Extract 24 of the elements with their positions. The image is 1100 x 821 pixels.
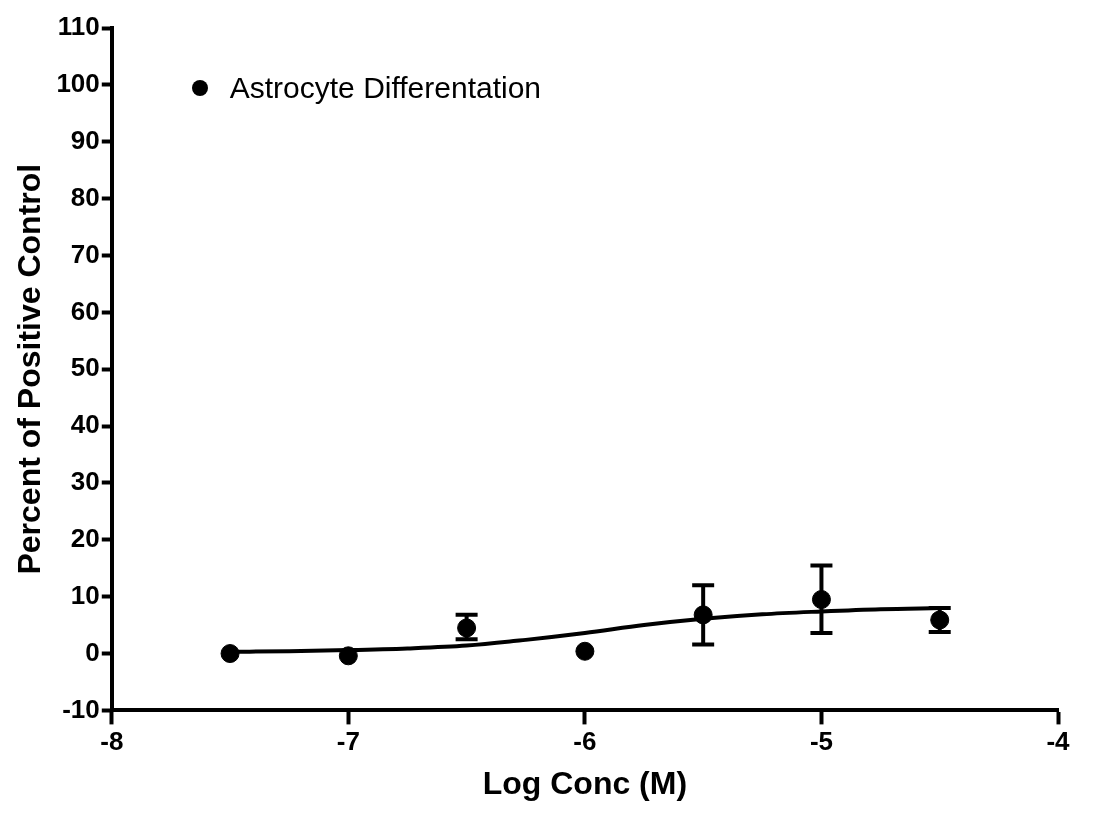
y-tick-label: 110: [57, 11, 100, 42]
y-tick-label: 0: [85, 636, 100, 667]
y-tick-label: 30: [70, 466, 100, 497]
x-tick-label: -7: [336, 726, 360, 757]
y-tick-label: 100: [56, 68, 100, 99]
y-tick-label: 60: [70, 295, 100, 326]
y-tick-label: 20: [70, 522, 100, 553]
x-tick-label: -8: [100, 726, 124, 757]
point: [575, 641, 595, 661]
legend-label: Astrocyte Differentation: [229, 70, 542, 106]
y-tick-label: 40: [70, 409, 100, 440]
y-tick-label: 50: [70, 352, 100, 383]
point: [220, 644, 240, 664]
y-axis-title: Percent of Positive Control: [11, 163, 48, 575]
y-tick-label: -10: [62, 693, 100, 724]
y-tick-label: 80: [70, 181, 100, 212]
x-axis-title: Log Conc (M): [482, 764, 688, 801]
point: [338, 646, 358, 666]
x-tick-label: -6: [573, 726, 597, 757]
y-tick-label: 10: [70, 579, 100, 610]
x-tick-label: -4: [1046, 726, 1071, 757]
x-tick-label: -5: [809, 726, 834, 757]
y-tick-label: 70: [70, 238, 100, 269]
y-tick-label: 90: [70, 124, 100, 155]
